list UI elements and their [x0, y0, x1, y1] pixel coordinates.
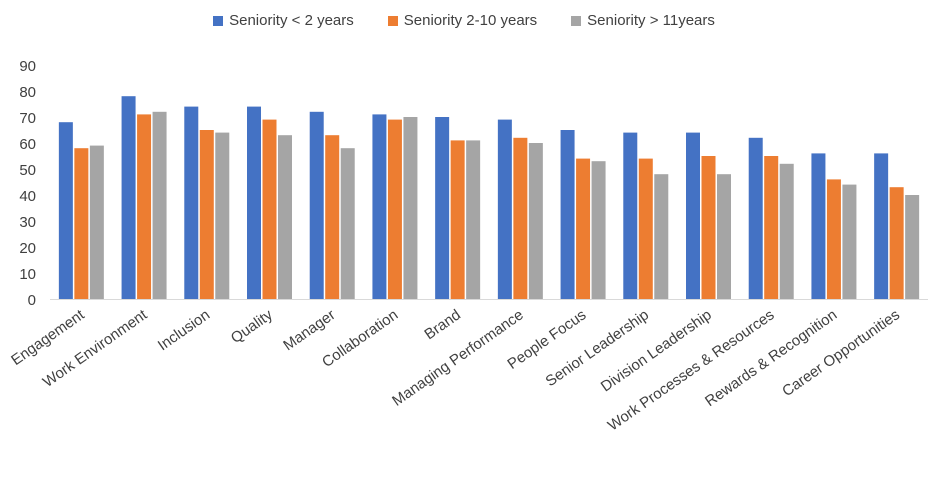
legend-label-series-3: Seniority > 11years [587, 12, 715, 29]
bar-3-career-opportunities [905, 195, 920, 299]
x-tick-label: Senior Leadership [543, 306, 652, 390]
bar-2-career-opportunities [889, 187, 904, 299]
y-tick-label: 20 [19, 240, 36, 257]
legend-swatch-series-2 [387, 15, 398, 26]
bar-3-collaboration [403, 117, 418, 299]
x-tick-label: Quality [228, 306, 276, 347]
bar-2-quality [262, 119, 277, 299]
legend-swatch-series-1 [213, 15, 224, 26]
bar-3-engagement [89, 145, 104, 299]
x-tick-label: Inclusion [155, 306, 213, 354]
bar-3-work-environment [152, 111, 167, 299]
legend-item-series-3: Seniority > 11years [571, 12, 715, 29]
bar-1-brand [435, 117, 450, 299]
bar-3-managing-performance [528, 143, 543, 299]
bar-3-inclusion [215, 132, 230, 299]
bar-3-division-leadership [717, 174, 731, 299]
bar-3-people-focus [591, 161, 606, 299]
y-tick-label: 90 [19, 58, 36, 75]
x-tick-label: Division Leadership [598, 306, 715, 395]
bar-3-senior-leadership [654, 174, 669, 299]
bar-2-division-leadership [701, 156, 716, 299]
bar-2-managing-performance [513, 137, 528, 299]
y-tick-label: 50 [19, 162, 36, 179]
bar-1-career-opportunities [874, 153, 889, 299]
bar-2-brand [450, 140, 465, 299]
y-tick-label: 80 [19, 84, 36, 101]
x-tick-label: Work Environment [40, 306, 151, 391]
y-tick-label: 60 [19, 136, 36, 153]
bar-2-work-environment [137, 114, 152, 300]
bar-1-managing-performance [497, 119, 512, 299]
bar-2-senior-leadership [638, 158, 653, 299]
bar-1-quality [247, 106, 261, 299]
bar-2-work-processes-resources [764, 156, 779, 299]
bar-2-rewards-recognition [826, 179, 841, 299]
x-tick-label: Brand [421, 306, 464, 343]
bar-3-work-processes-resources [779, 163, 794, 299]
bar-2-people-focus [576, 158, 591, 299]
x-tick-label: Career Opportunities [779, 306, 903, 400]
y-tick-label: 70 [19, 110, 36, 127]
bar-2-inclusion [199, 130, 214, 299]
legend-label-series-1: Seniority < 2 years [229, 12, 354, 29]
bar-1-rewards-recognition [811, 153, 826, 299]
y-tick-label: 0 [28, 292, 36, 309]
legend-label-series-2: Seniority 2-10 years [403, 12, 538, 29]
x-tick-label: Manager [280, 306, 338, 354]
legend-item-series-2: Seniority 2-10 years [387, 12, 538, 29]
legend-swatch-series-3 [571, 15, 582, 26]
bar-1-senior-leadership [623, 132, 638, 299]
bar-1-inclusion [184, 106, 199, 299]
chart-legend: Seniority < 2 years Seniority 2-10 years… [0, 12, 928, 29]
bar-1-engagement [58, 122, 73, 299]
bar-3-manager [340, 148, 355, 299]
bar-1-work-processes-resources [748, 137, 763, 299]
bar-1-division-leadership [686, 132, 700, 299]
bar-2-manager [325, 135, 340, 299]
bar-1-work-environment [121, 96, 136, 299]
bar-2-engagement [74, 148, 89, 299]
bar-1-people-focus [560, 130, 575, 299]
bar-2-collaboration [387, 119, 402, 299]
bar-3-rewards-recognition [842, 184, 857, 299]
legend-item-series-1: Seniority < 2 years [213, 12, 354, 29]
y-tick-label: 40 [19, 188, 36, 205]
y-tick-label: 10 [19, 266, 36, 283]
bar-3-quality [278, 135, 292, 299]
bar-3-brand [466, 140, 481, 299]
bar-1-manager [309, 111, 324, 299]
y-tick-label: 30 [19, 214, 36, 231]
bar-1-collaboration [372, 114, 387, 300]
